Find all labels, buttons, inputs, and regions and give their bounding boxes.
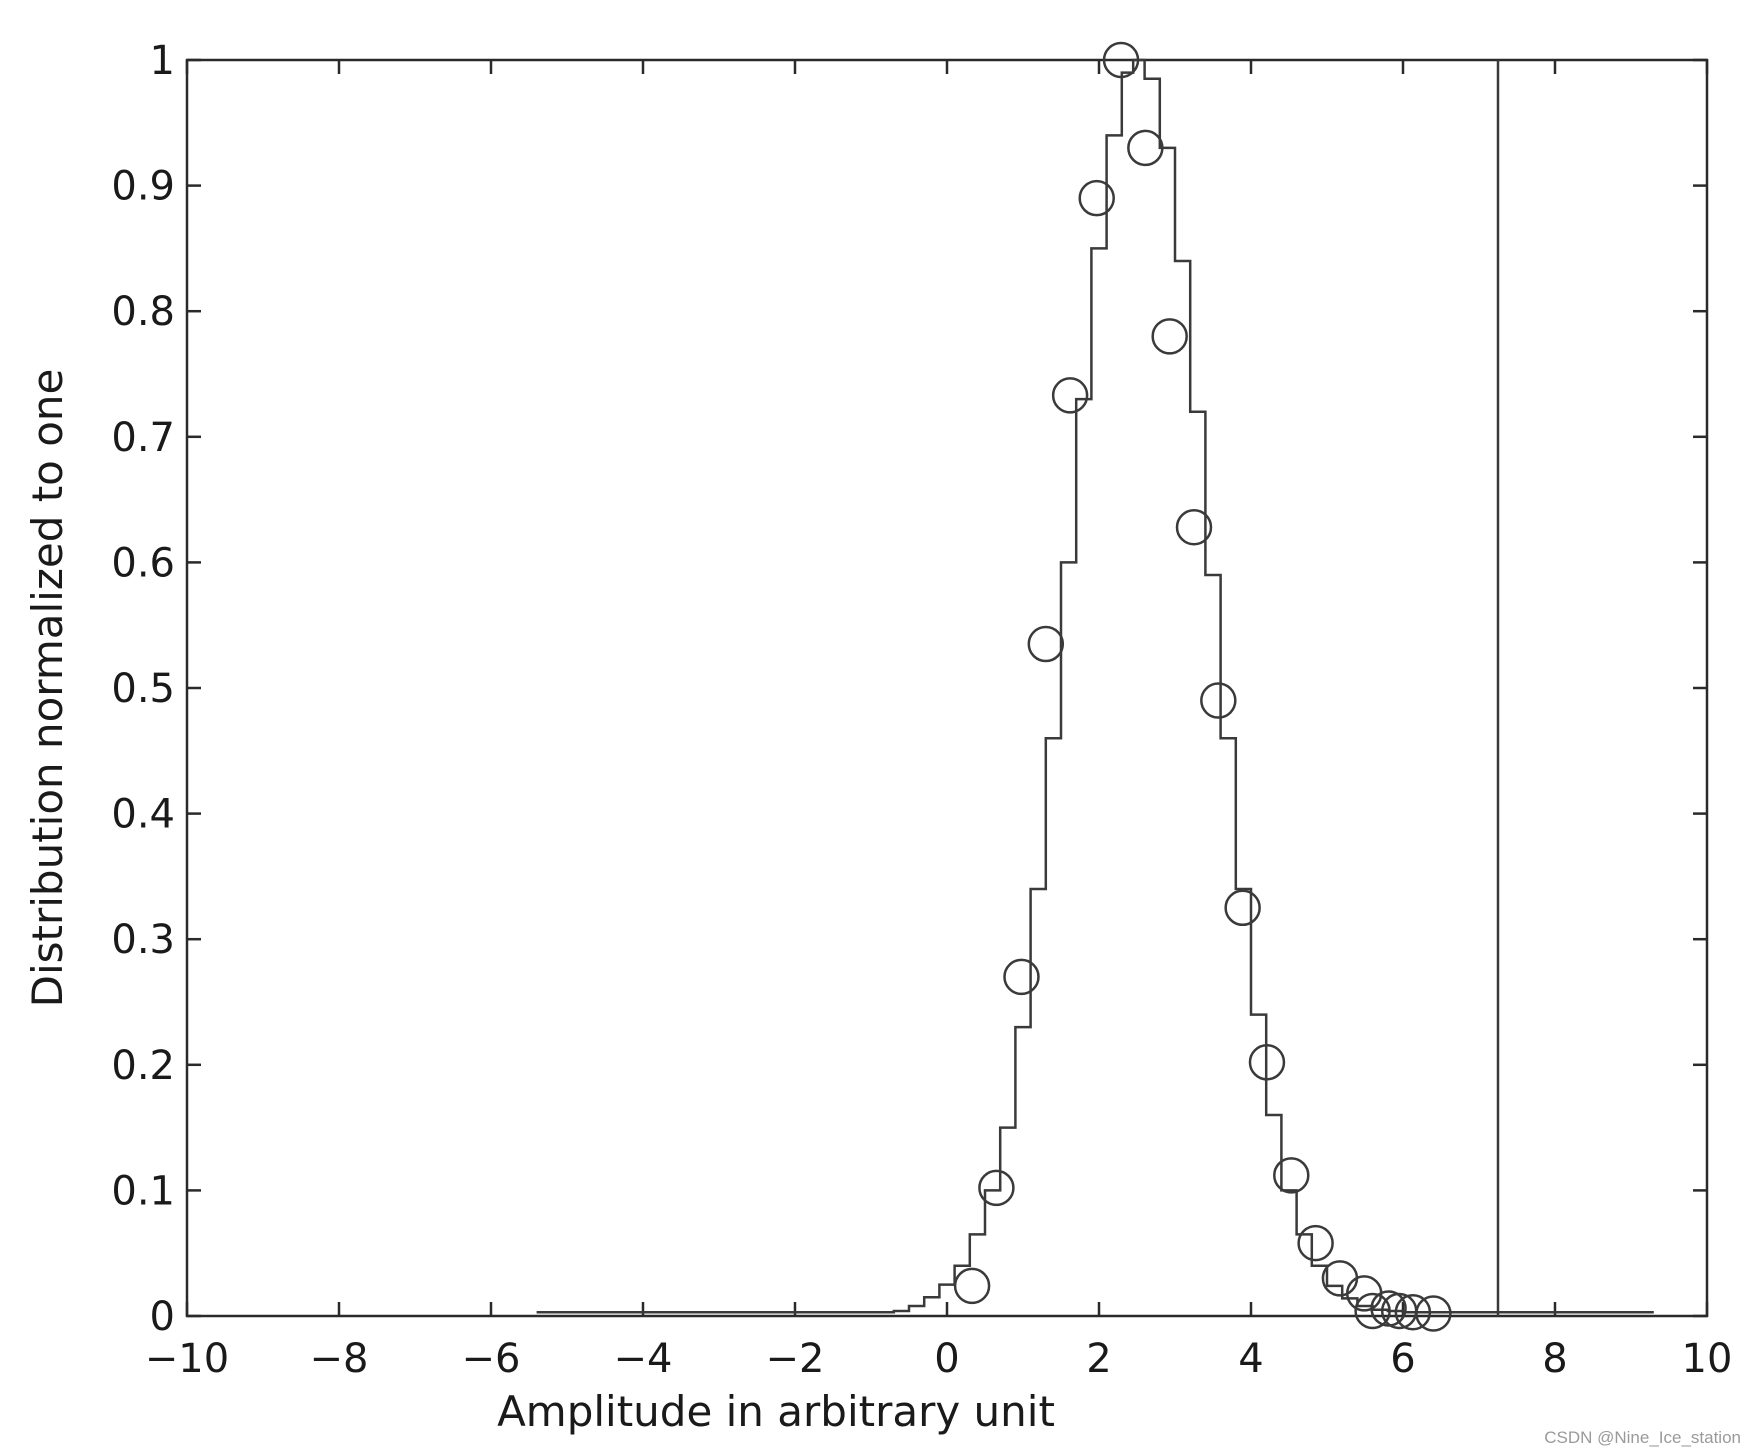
data-point-marker bbox=[1273, 1157, 1310, 1194]
y-tick-label: 0 bbox=[150, 1294, 175, 1340]
y-tick-label: 0.6 bbox=[111, 540, 175, 586]
y-tick-label: 0.3 bbox=[111, 917, 175, 963]
data-point-marker bbox=[1200, 682, 1237, 719]
distribution-curve bbox=[536, 58, 1654, 1314]
x-tick-label: 8 bbox=[1542, 1336, 1567, 1382]
x-tick-label: 10 bbox=[1682, 1336, 1733, 1382]
y-tick-label: 1 bbox=[150, 38, 175, 84]
data-point-marker bbox=[1027, 625, 1065, 663]
x-tick-label: −6 bbox=[462, 1336, 521, 1382]
data-point-marker bbox=[1003, 958, 1040, 996]
watermark-text: CSDN @Nine_Ice_station bbox=[1544, 1428, 1741, 1447]
data-point-marker bbox=[1248, 1044, 1286, 1081]
x-axis-label: Amplitude in arbitrary unit bbox=[497, 1387, 1055, 1436]
y-tick-label: 0.2 bbox=[111, 1043, 175, 1089]
data-point-marker bbox=[1102, 41, 1140, 79]
axis-ticks bbox=[185, 58, 1709, 1318]
x-tick-label: 0 bbox=[934, 1336, 959, 1382]
data-point-marker bbox=[1354, 1292, 1391, 1330]
x-tick-label: −8 bbox=[310, 1336, 369, 1382]
data-point-marker bbox=[1127, 129, 1164, 167]
y-tick-label: 0.5 bbox=[111, 666, 175, 712]
data-point-marker bbox=[1297, 1224, 1334, 1262]
x-tick-label: −4 bbox=[614, 1336, 673, 1382]
x-tick-label: 2 bbox=[1086, 1336, 1111, 1382]
data-point-marker bbox=[1415, 1295, 1452, 1332]
plot-frame bbox=[185, 58, 1709, 1318]
x-tick-label: 6 bbox=[1390, 1336, 1415, 1382]
data-point-marker bbox=[1051, 377, 1089, 414]
y-tick-label: 0.8 bbox=[111, 289, 175, 335]
y-tick-label: 0.4 bbox=[111, 792, 175, 838]
y-axis-label: Distribution normalized to one bbox=[23, 369, 72, 1008]
tick-labels: −10 −8 −6 −4 −2 0 2 4 6 8 10 0 0.1 0.2 0.3 0.4 0.5 0.6 0.7… bbox=[111, 38, 1732, 1382]
x-tick-label: 4 bbox=[1238, 1336, 1263, 1382]
x-tick-label: −2 bbox=[766, 1336, 825, 1382]
data-point-marker bbox=[978, 1169, 1015, 1207]
data-point-marker bbox=[1224, 889, 1261, 927]
data-point-marker bbox=[1394, 1293, 1432, 1331]
data-point-marker bbox=[1151, 318, 1188, 355]
y-tick-label: 0.9 bbox=[111, 164, 175, 210]
y-tick-label: 0.1 bbox=[111, 1168, 175, 1214]
x-tick-label: −10 bbox=[145, 1336, 229, 1382]
y-tick-label: 0.7 bbox=[111, 415, 175, 461]
data-point-marker bbox=[953, 1267, 991, 1305]
data-point-marker bbox=[1175, 508, 1213, 546]
series-layer bbox=[536, 41, 1654, 1332]
data-point-marker bbox=[1078, 179, 1115, 217]
